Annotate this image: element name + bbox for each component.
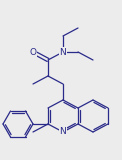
Text: N: N	[60, 48, 66, 56]
Text: N: N	[60, 128, 66, 136]
Text: O: O	[30, 48, 36, 56]
